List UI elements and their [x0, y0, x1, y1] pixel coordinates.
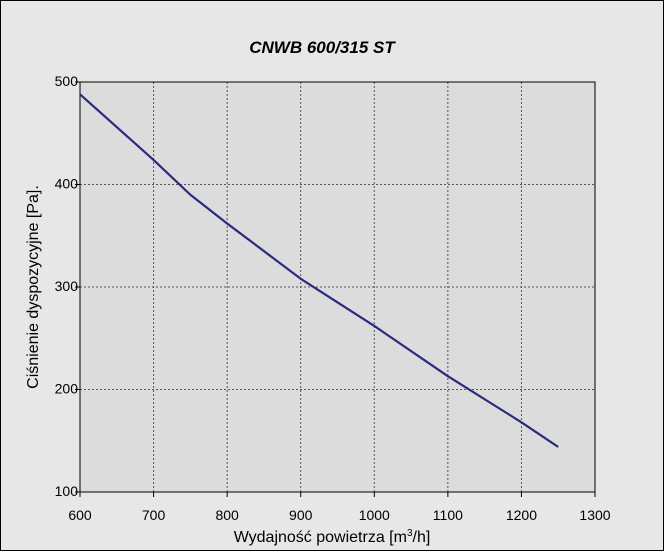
grid-lines	[80, 82, 595, 492]
chart-title: CNWB 600/315 ST	[249, 38, 396, 57]
x-axis-label-tail: /h]	[413, 529, 431, 546]
x-tick-label: 1300	[579, 507, 610, 523]
y-axis-label: Ciśnienie dyspozycyjne [Pa].	[25, 185, 42, 389]
x-tick-label: 1000	[359, 507, 390, 523]
x-tick-label: 1100	[433, 507, 463, 523]
x-axis-ticks: 600 700 800 900 1000 1100 1200 1300	[68, 492, 611, 523]
series-line	[79, 93, 559, 448]
y-tick-label: 400	[55, 176, 79, 192]
y-tick-label: 100	[55, 483, 79, 499]
y-axis-ticks: 100 200 300 400 500	[55, 73, 80, 499]
x-axis-label-superscript: 3	[407, 528, 413, 539]
y-tick-label: 500	[55, 73, 79, 89]
x-tick-label: 900	[289, 507, 313, 523]
series-group	[79, 93, 559, 448]
x-tick-label: 700	[142, 507, 166, 523]
y-tick-label: 200	[55, 381, 79, 397]
x-axis-label: Wydajność powietrza [m3/h]	[234, 528, 431, 546]
y-tick-label: 300	[55, 278, 79, 294]
x-tick-label: 600	[68, 507, 92, 523]
x-tick-label: 1200	[506, 507, 537, 523]
x-tick-label: 800	[215, 507, 239, 523]
